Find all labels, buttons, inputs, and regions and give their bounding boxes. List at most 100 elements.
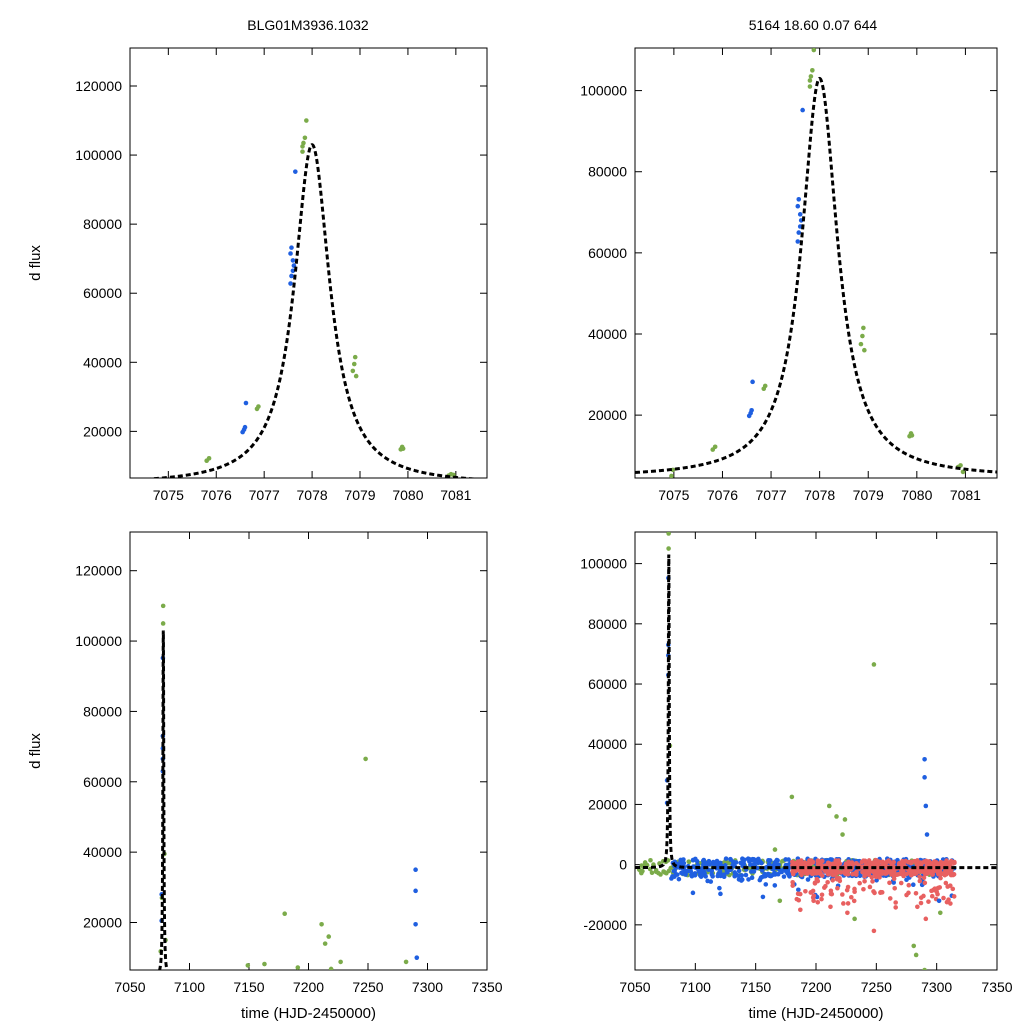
red-point (917, 874, 922, 879)
green-point (245, 963, 251, 968)
x-tick-label: 7150 (233, 979, 264, 995)
blue-point (751, 869, 757, 874)
plot-area (158, 603, 420, 970)
red-point (877, 875, 882, 880)
x-tick-label: 7350 (471, 979, 502, 995)
green-point (351, 361, 357, 367)
x-tick-label: 7079 (344, 487, 375, 503)
red-point (834, 876, 840, 882)
blue-point (748, 862, 753, 868)
red-point (805, 870, 811, 876)
red-point (941, 895, 946, 901)
blue-point (763, 882, 769, 887)
red-point (857, 880, 862, 886)
y-tick-label: 100000 (580, 556, 627, 572)
red-point (790, 883, 796, 888)
green-point (726, 860, 732, 866)
plot-area (635, 48, 997, 478)
blue-point (770, 872, 776, 877)
blue-point (760, 894, 766, 900)
blue-point (796, 887, 801, 893)
red-point (795, 891, 801, 897)
blue-point (690, 890, 696, 896)
blue-point (694, 859, 700, 864)
blue-point (904, 877, 909, 882)
y-tick-label: -20000 (583, 917, 627, 933)
blue-point (736, 873, 742, 879)
x-tick-label: 7300 (412, 979, 443, 995)
red-point (892, 871, 897, 876)
red-point (911, 858, 917, 864)
green-point (666, 532, 671, 536)
green-point (256, 404, 261, 409)
green-point (811, 48, 817, 53)
green-point (160, 603, 166, 609)
red-point (854, 869, 859, 875)
blue-point (759, 874, 765, 880)
model-curve (142, 143, 482, 478)
green-point (319, 921, 324, 927)
blue-point (413, 888, 418, 894)
green-point (363, 756, 368, 762)
blue-point (681, 857, 686, 862)
red-point (830, 877, 836, 883)
red-point (921, 893, 926, 899)
blue-point (289, 273, 294, 279)
figure-title-right: 5164 18.60 0.07 644 (749, 17, 878, 33)
red-point (898, 880, 904, 886)
x-tick-label: 7075 (153, 487, 184, 503)
x-tick-label: 7050 (114, 979, 145, 995)
blue-point (759, 860, 764, 866)
red-point (803, 889, 808, 894)
blue-point (749, 875, 755, 881)
x-axis-label: time (HJD-2450000) (241, 1005, 376, 1022)
red-point (861, 886, 866, 892)
red-point (869, 874, 875, 880)
green-point (807, 78, 813, 83)
green-point (669, 473, 674, 478)
panel-top-left: 7075 7076 7077 7078 7079 7080 7081 20000 40000 60… (27, 47, 488, 503)
x-tick-label: 7078 (804, 487, 835, 503)
x-tick-label: 7350 (981, 979, 1012, 995)
y-tick-label: 60000 (588, 676, 627, 692)
green-point (861, 325, 866, 331)
plot-area (142, 118, 482, 478)
blue-point (759, 868, 765, 873)
green-point (400, 446, 406, 451)
blue-point (290, 258, 296, 263)
red-point (814, 876, 820, 882)
red-point (948, 901, 953, 906)
y-axis-label: d flux (27, 245, 44, 281)
x-tick-label: 7250 (861, 979, 892, 995)
blue-point (766, 857, 771, 863)
green-point (937, 910, 943, 916)
x-tick-label: 7250 (352, 979, 383, 995)
red-point (841, 901, 846, 906)
red-point (828, 904, 833, 910)
x-tick-label: 7300 (921, 979, 952, 995)
red-point (828, 868, 834, 874)
plot-frame (634, 531, 998, 971)
y-tick-label: 20000 (83, 423, 122, 439)
red-point (929, 888, 934, 894)
red-point (938, 875, 943, 881)
y-tick-label: 120000 (75, 563, 122, 579)
red-point (798, 870, 804, 876)
blue-point (751, 862, 757, 867)
green-point (662, 870, 668, 875)
green-point (808, 74, 814, 79)
green-point (852, 916, 857, 922)
x-tick-label: 7081 (950, 487, 981, 503)
x-tick-label: 7076 (707, 487, 738, 503)
red-point (874, 858, 879, 863)
blue-point (293, 169, 298, 174)
green-point (666, 868, 672, 874)
blue-point (705, 878, 710, 884)
red-point (840, 892, 845, 897)
y-tick-label: 100000 (75, 147, 122, 163)
model-curve (635, 554, 997, 870)
green-point (328, 966, 334, 970)
green-point (826, 803, 832, 809)
blue-point (288, 251, 293, 256)
green-point (301, 140, 306, 146)
